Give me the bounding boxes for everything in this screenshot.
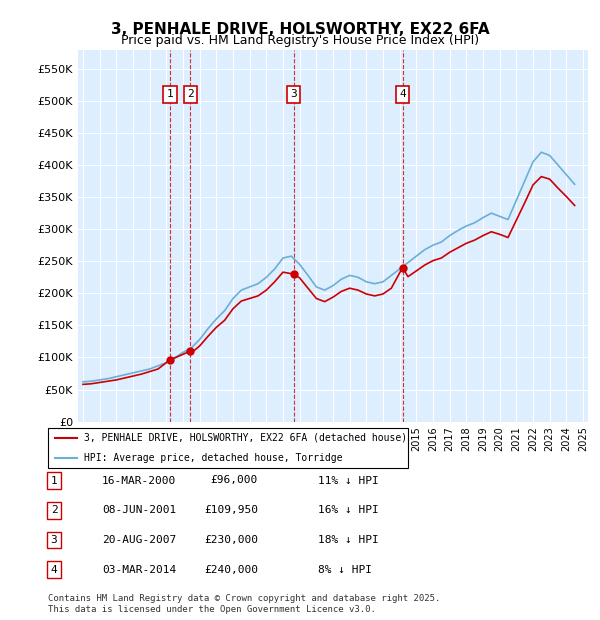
- Text: 08-JUN-2001: 08-JUN-2001: [102, 505, 176, 515]
- Text: 11% ↓ HPI: 11% ↓ HPI: [318, 476, 379, 485]
- Text: Price paid vs. HM Land Registry's House Price Index (HPI): Price paid vs. HM Land Registry's House …: [121, 34, 479, 47]
- Text: 3, PENHALE DRIVE, HOLSWORTHY, EX22 6FA (detached house): 3, PENHALE DRIVE, HOLSWORTHY, EX22 6FA (…: [84, 433, 407, 443]
- Text: 16-MAR-2000: 16-MAR-2000: [102, 476, 176, 485]
- Text: 3: 3: [290, 89, 297, 99]
- FancyBboxPatch shape: [48, 428, 408, 468]
- Text: 8% ↓ HPI: 8% ↓ HPI: [318, 565, 372, 575]
- Text: 2: 2: [187, 89, 194, 99]
- Text: 1: 1: [50, 476, 58, 485]
- Text: 18% ↓ HPI: 18% ↓ HPI: [318, 535, 379, 545]
- Text: 4: 4: [50, 565, 58, 575]
- Text: 3: 3: [50, 535, 58, 545]
- Text: 20-AUG-2007: 20-AUG-2007: [102, 535, 176, 545]
- Text: 03-MAR-2014: 03-MAR-2014: [102, 565, 176, 575]
- Text: 2: 2: [50, 505, 58, 515]
- Text: £96,000: £96,000: [211, 476, 258, 485]
- Text: £230,000: £230,000: [204, 535, 258, 545]
- Text: HPI: Average price, detached house, Torridge: HPI: Average price, detached house, Torr…: [84, 453, 343, 463]
- Text: 16% ↓ HPI: 16% ↓ HPI: [318, 505, 379, 515]
- Text: 1: 1: [166, 89, 173, 99]
- Text: 3, PENHALE DRIVE, HOLSWORTHY, EX22 6FA: 3, PENHALE DRIVE, HOLSWORTHY, EX22 6FA: [110, 22, 490, 37]
- Text: £240,000: £240,000: [204, 565, 258, 575]
- Text: Contains HM Land Registry data © Crown copyright and database right 2025.
This d: Contains HM Land Registry data © Crown c…: [48, 595, 440, 614]
- Text: £109,950: £109,950: [204, 505, 258, 515]
- Text: 4: 4: [399, 89, 406, 99]
